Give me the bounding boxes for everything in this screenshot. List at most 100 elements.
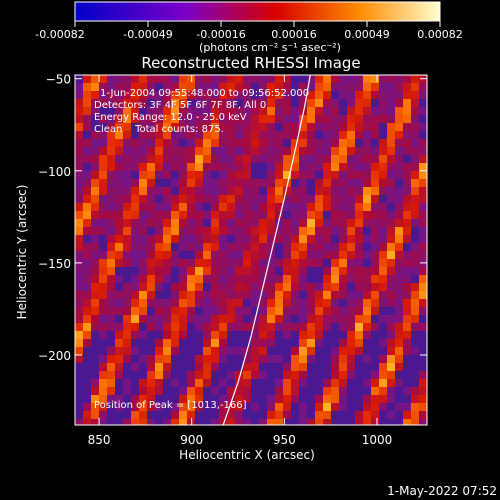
heatmap-cell [91,227,99,235]
heatmap-cell [147,195,155,203]
heatmap-cell [307,219,315,227]
heatmap-cell [179,275,187,283]
heatmap-cell [283,275,291,283]
heatmap-cell [235,251,243,259]
heatmap-cell [123,139,131,147]
heatmap-cell [155,99,163,107]
heatmap-cell [187,107,195,115]
heatmap-cell [243,91,251,99]
heatmap-cell [243,115,251,123]
heatmap-cell [203,147,211,155]
heatmap-cell [387,411,395,419]
heatmap-cell [99,259,107,267]
heatmap-cell [355,299,363,307]
heatmap-cell [107,387,115,395]
heatmap-cell [139,179,147,187]
heatmap-cell [155,323,163,331]
heatmap-cell [235,107,243,115]
heatmap-cell [163,171,171,179]
heatmap-cell [387,147,395,155]
heatmap-cell [371,163,379,171]
heatmap-cell [195,131,203,139]
heatmap-cell [315,323,323,331]
heatmap-cell [259,123,267,131]
heatmap-cell [139,331,147,339]
heatmap-cell [147,387,155,395]
heatmap-cell [123,171,131,179]
heatmap-cell [419,371,427,379]
heatmap-cell [187,83,195,91]
heatmap-cell [219,227,227,235]
heatmap-cell [355,291,363,299]
heatmap-cell [219,139,227,147]
heatmap-cell [227,251,235,259]
heatmap-cell [115,243,123,251]
heatmap-cell [195,227,203,235]
heatmap-cell [163,219,171,227]
heatmap-cell [99,283,107,291]
heatmap-cell [331,403,339,411]
x-axis-label: Heliocentric X (arcsec) [179,448,315,462]
heatmap-cell [307,315,315,323]
heatmap-cell [387,227,395,235]
heatmap-cell [243,123,251,131]
heatmap-cell [315,299,323,307]
heatmap-cell [331,355,339,363]
heatmap-cell [403,123,411,131]
heatmap-cell [91,187,99,195]
heatmap-cell [83,243,91,251]
heatmap-cell [371,403,379,411]
heatmap-cell [283,251,291,259]
heatmap-cell [331,363,339,371]
heatmap-cell [203,243,211,251]
heatmap-cell [275,211,283,219]
heatmap-cell [123,187,131,195]
heatmap-cell [131,315,139,323]
heatmap-cell [243,243,251,251]
heatmap-cell [243,219,251,227]
heatmap-cell [339,395,347,403]
heatmap-cell [315,307,323,315]
heatmap-cell [371,115,379,123]
heatmap-cell [387,99,395,107]
heatmap-cell [355,91,363,99]
heatmap-cell [371,419,379,425]
heatmap-cell [139,203,147,211]
heatmap-cell [123,163,131,171]
heatmap-cell [75,347,83,355]
heatmap-cell [91,395,99,403]
heatmap-cell [99,267,107,275]
heatmap-cell [251,275,259,283]
heatmap-cell [75,331,83,339]
heatmap-cell [139,387,147,395]
heatmap-cell [195,395,203,403]
heatmap-cell [347,187,355,195]
heatmap-cell [323,179,331,187]
heatmap-cell [411,219,419,227]
heatmap-cell [187,163,195,171]
heatmap-cell [299,147,307,155]
heatmap-cell [83,339,91,347]
heatmap-cell [307,83,315,91]
heatmap-cell [75,187,83,195]
heatmap-cell [259,195,267,203]
heatmap-cell [91,155,99,163]
heatmap-cell [171,307,179,315]
heatmap-cell [323,227,331,235]
heatmap-cell [115,155,123,163]
heatmap-cell [171,83,179,91]
heatmap-cell [331,275,339,283]
heatmap-cell [219,187,227,195]
heatmap-cell [123,83,131,91]
heatmap-cell [267,275,275,283]
heatmap-cell [203,323,211,331]
heatmap-cell [355,411,363,419]
heatmap-cell [363,379,371,387]
heatmap-cell [291,195,299,203]
heatmap-cell [347,259,355,267]
heatmap-cell [347,299,355,307]
heatmap-cell [291,267,299,275]
heatmap-cell [411,267,419,275]
heatmap-cell [283,395,291,403]
heatmap-cell [147,235,155,243]
